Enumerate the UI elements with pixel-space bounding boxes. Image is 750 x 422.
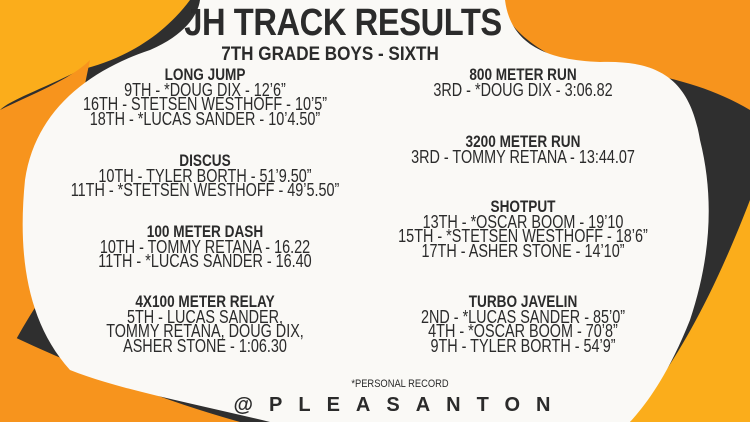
event-long-jump: LONG JUMP 9TH - *DOUG DIX - 12’6” 16TH -… xyxy=(53,65,357,129)
event-heading: 100 METER DASH xyxy=(146,222,264,241)
orange-blob-bottom-left xyxy=(0,330,240,422)
event-4x100-relay: 4X100 METER RELAY 5TH - LUCAS SANDER, TO… xyxy=(53,292,357,356)
subtitle: 7TH GRADE BOYS - SIXTH xyxy=(221,44,439,65)
orange-blob-top-right xyxy=(500,0,750,110)
result-line: 17TH - ASHER STONE - 14’10” xyxy=(421,240,625,261)
orange-blob-bottom-right xyxy=(630,200,750,422)
result-line: 11TH - *STETSEN WESTHOFF - 49’5.50” xyxy=(70,180,340,200)
event-heading: TURBO JAVELIN xyxy=(468,292,578,311)
event-turbo-javelin: TURBO JAVELIN 2ND - *LUCAS SANDER - 85’0… xyxy=(371,292,675,356)
result-line: 4TH - *OSCAR BOOM - 70’8” xyxy=(428,321,618,341)
result-line: 9TH - *DOUG DIX - 12’6” xyxy=(124,79,286,100)
light-center-blob xyxy=(22,0,709,422)
event-100m-dash: 100 METER DASH 10TH - TOMMY RETANA - 16.… xyxy=(53,222,357,271)
event-discus: DISCUS 10TH - TYLER BORTH - 51’9.50” 11T… xyxy=(53,151,357,200)
result-line: 10TH - TYLER BORTH - 51’9.50” xyxy=(98,165,312,186)
result-line: 18TH - *LUCAS SANDER - 10’4.50” xyxy=(89,108,321,129)
result-line: 5TH - LUCAS SANDER, xyxy=(126,306,284,327)
result-line: 10TH - TOMMY RETANA - 16.22 xyxy=(99,236,311,257)
result-line: ASHER STONE - 1:06.30 xyxy=(123,335,287,356)
event-heading: SHOTPUT xyxy=(490,197,556,216)
personal-record-note: *PERSONAL RECORD xyxy=(351,378,449,390)
result-line: 16TH - STETSEN WESTHOFF - 10’5” xyxy=(82,94,328,114)
event-heading: LONG JUMP xyxy=(164,65,246,84)
result-line: 3RD - TOMMY RETANA - 13:44.07 xyxy=(411,146,635,167)
result-line: 9TH - TYLER BORTH - 54’9” xyxy=(430,335,616,356)
event-800m-run: 800 METER RUN 3RD - *DOUG DIX - 3:06.82 xyxy=(371,65,675,100)
social-handle: @PLEASANTON xyxy=(233,394,567,416)
orange-blob-top-left xyxy=(0,0,190,110)
result-line: 13TH - *OSCAR BOOM - 19’10 xyxy=(422,211,624,232)
event-heading: 3200 METER RUN xyxy=(465,132,581,151)
result-line: 15TH - *STETSEN WESTHOFF - 18’6” xyxy=(398,226,648,246)
result-line: 3RD - *DOUG DIX - 3:06.82 xyxy=(433,79,613,100)
event-3200m-run: 3200 METER RUN 3RD - TOMMY RETANA - 13:4… xyxy=(371,132,675,167)
page-title: JH TRACK RESULTS xyxy=(184,2,502,44)
event-heading: 4X100 METER RELAY xyxy=(135,292,275,311)
event-heading: 800 METER RUN xyxy=(469,65,577,84)
event-shotput: SHOTPUT 13TH - *OSCAR BOOM - 19’10 15TH … xyxy=(371,197,675,261)
result-line: 11TH - *LUCAS SANDER - 16.40 xyxy=(98,251,312,271)
result-line: TOMMY RETANA, DOUG DIX, xyxy=(106,321,304,341)
event-heading: DISCUS xyxy=(179,151,231,170)
result-line: 2ND - *LUCAS SANDER - 85’0” xyxy=(420,306,626,327)
